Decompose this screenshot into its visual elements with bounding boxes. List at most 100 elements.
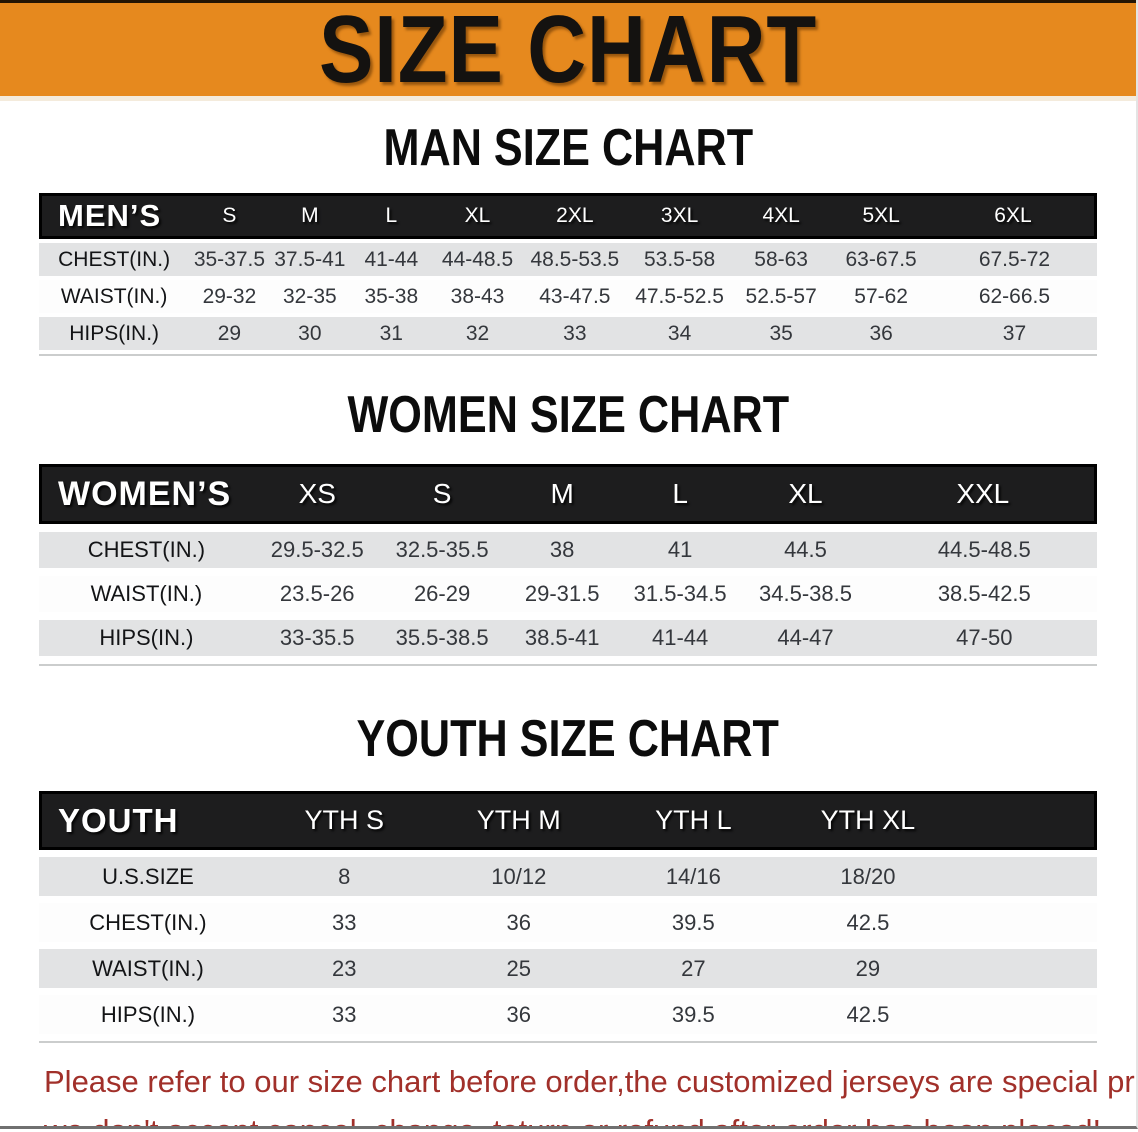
filler-cell bbox=[955, 995, 1097, 1034]
men-column-header: 5XL bbox=[830, 193, 932, 239]
men-column-header: 6XL bbox=[931, 193, 1097, 239]
women-hips-row: HIPS(IN.) 33-35.5 35.5-38.5 38.5-41 41-4… bbox=[39, 620, 1097, 656]
youth-column-header: YTH L bbox=[606, 791, 781, 850]
size-value: 39.5 bbox=[606, 995, 781, 1034]
row-label: CHEST(IN.) bbox=[39, 903, 257, 942]
women-group-header: WOMEN’S bbox=[39, 464, 254, 524]
size-value: 29.5-32.5 bbox=[253, 532, 381, 568]
size-value: 44.5-48.5 bbox=[871, 532, 1097, 568]
men-column-header: XL bbox=[432, 193, 523, 239]
women-column-header: S bbox=[380, 464, 504, 524]
men-size-table: MEN’S S M L XL 2XL 3XL 4XL 5XL 6XL CHEST… bbox=[39, 189, 1097, 356]
size-value: 34 bbox=[627, 317, 732, 350]
size-value: 23.5-26 bbox=[253, 576, 381, 612]
disclaimer-line-1: Please refer to our size chart before or… bbox=[44, 1064, 1138, 1099]
size-value: 36 bbox=[431, 903, 607, 942]
women-table-header-row: WOMEN’S XS S M L XL XXL bbox=[39, 464, 1097, 524]
size-value: 35-38 bbox=[350, 280, 433, 313]
size-value: 38-43 bbox=[432, 280, 523, 313]
men-column-header: L bbox=[350, 193, 433, 239]
size-chart-banner: SIZE CHART bbox=[0, 0, 1136, 101]
women-chest-row: CHEST(IN.) 29.5-32.5 32.5-35.5 38 41 44.… bbox=[39, 532, 1097, 568]
row-label: CHEST(IN.) bbox=[39, 532, 254, 568]
size-value: 33 bbox=[256, 995, 432, 1034]
size-value: 31.5-34.5 bbox=[620, 576, 740, 612]
size-value: 58-63 bbox=[731, 243, 831, 276]
filler-cell bbox=[955, 903, 1097, 942]
row-label: HIPS(IN.) bbox=[39, 317, 190, 350]
size-value: 44-47 bbox=[739, 620, 872, 656]
row-label: HIPS(IN.) bbox=[39, 620, 254, 656]
size-value: 32.5-35.5 bbox=[380, 532, 504, 568]
women-section-title: WOMEN SIZE CHART bbox=[347, 386, 789, 445]
youth-group-header: YOUTH bbox=[39, 791, 257, 850]
size-value: 38.5-42.5 bbox=[871, 576, 1097, 612]
row-label: WAIST(IN.) bbox=[39, 949, 257, 988]
size-value: 26-29 bbox=[380, 576, 504, 612]
women-size-section: WOMEN SIZE CHART WOMEN’S XS S M L XL XXL bbox=[0, 386, 1136, 666]
size-value: 14/16 bbox=[606, 857, 781, 896]
size-value: 47.5-52.5 bbox=[627, 280, 732, 313]
size-value: 37.5-41 bbox=[269, 243, 351, 276]
size-value: 38 bbox=[503, 532, 621, 568]
size-value: 35 bbox=[731, 317, 831, 350]
men-table-header-row: MEN’S S M L XL 2XL 3XL 4XL 5XL 6XL bbox=[39, 193, 1097, 239]
filler-cell bbox=[955, 857, 1097, 896]
size-value: 23 bbox=[256, 949, 432, 988]
size-value: 32 bbox=[432, 317, 523, 350]
size-value: 18/20 bbox=[780, 857, 956, 896]
women-column-header: M bbox=[503, 464, 621, 524]
size-value: 62-66.5 bbox=[931, 280, 1097, 313]
men-hips-row: HIPS(IN.) 29 30 31 32 33 34 35 36 37 bbox=[39, 317, 1097, 350]
size-value: 33 bbox=[522, 317, 628, 350]
size-value: 47-50 bbox=[871, 620, 1097, 656]
youth-ussize-row: U.S.SIZE 8 10/12 14/16 18/20 bbox=[39, 857, 1097, 896]
youth-size-section: YOUTH SIZE CHART YOUTH YTH S YTH M YTH L… bbox=[0, 711, 1136, 1043]
women-column-header: XXL bbox=[871, 464, 1097, 524]
youth-chest-row: CHEST(IN.) 33 36 39.5 42.5 bbox=[39, 903, 1097, 942]
size-value: 29 bbox=[189, 317, 270, 350]
men-size-section: MAN SIZE CHART MEN’S S M L XL 2XL 3XL 4X… bbox=[0, 119, 1136, 356]
row-label: WAIST(IN.) bbox=[39, 576, 254, 612]
size-value: 35-37.5 bbox=[189, 243, 270, 276]
size-value: 29-32 bbox=[189, 280, 270, 313]
row-label: WAIST(IN.) bbox=[39, 280, 190, 313]
youth-column-header: YTH S bbox=[256, 791, 432, 850]
size-value: 33 bbox=[256, 903, 432, 942]
men-section-title: MAN SIZE CHART bbox=[383, 119, 753, 178]
size-value: 63-67.5 bbox=[830, 243, 932, 276]
row-label: CHEST(IN.) bbox=[39, 243, 190, 276]
youth-column-header: YTH M bbox=[431, 791, 607, 850]
men-column-header: S bbox=[189, 193, 270, 239]
size-value: 41 bbox=[620, 532, 740, 568]
women-column-header: XS bbox=[253, 464, 381, 524]
size-value: 53.5-58 bbox=[627, 243, 732, 276]
size-value: 42.5 bbox=[780, 995, 956, 1034]
size-value: 35.5-38.5 bbox=[380, 620, 504, 656]
size-value: 36 bbox=[431, 995, 607, 1034]
men-column-header: 3XL bbox=[627, 193, 732, 239]
size-value: 44.5 bbox=[739, 532, 872, 568]
women-size-table: WOMEN’S XS S M L XL XXL CHEST(IN.) 29.5-… bbox=[39, 456, 1097, 666]
size-value: 25 bbox=[431, 949, 607, 988]
size-value: 32-35 bbox=[269, 280, 351, 313]
men-waist-row: WAIST(IN.) 29-32 32-35 35-38 38-43 43-47… bbox=[39, 280, 1097, 313]
size-value: 37 bbox=[931, 317, 1097, 350]
row-label: HIPS(IN.) bbox=[39, 995, 257, 1034]
women-column-header: L bbox=[620, 464, 740, 524]
row-label: U.S.SIZE bbox=[39, 857, 257, 896]
men-column-header: M bbox=[269, 193, 351, 239]
order-disclaimer: Please refer to our size chart before or… bbox=[0, 1057, 1138, 1126]
men-column-header: 4XL bbox=[731, 193, 831, 239]
size-value: 57-62 bbox=[830, 280, 932, 313]
size-value: 31 bbox=[350, 317, 433, 350]
size-value: 42.5 bbox=[780, 903, 956, 942]
filler-cell bbox=[955, 949, 1097, 988]
size-value: 10/12 bbox=[431, 857, 607, 896]
size-value: 48.5-53.5 bbox=[522, 243, 628, 276]
size-value: 27 bbox=[606, 949, 781, 988]
size-value: 41-44 bbox=[620, 620, 740, 656]
youth-waist-row: WAIST(IN.) 23 25 27 29 bbox=[39, 949, 1097, 988]
youth-column-header: YTH XL bbox=[780, 791, 956, 850]
